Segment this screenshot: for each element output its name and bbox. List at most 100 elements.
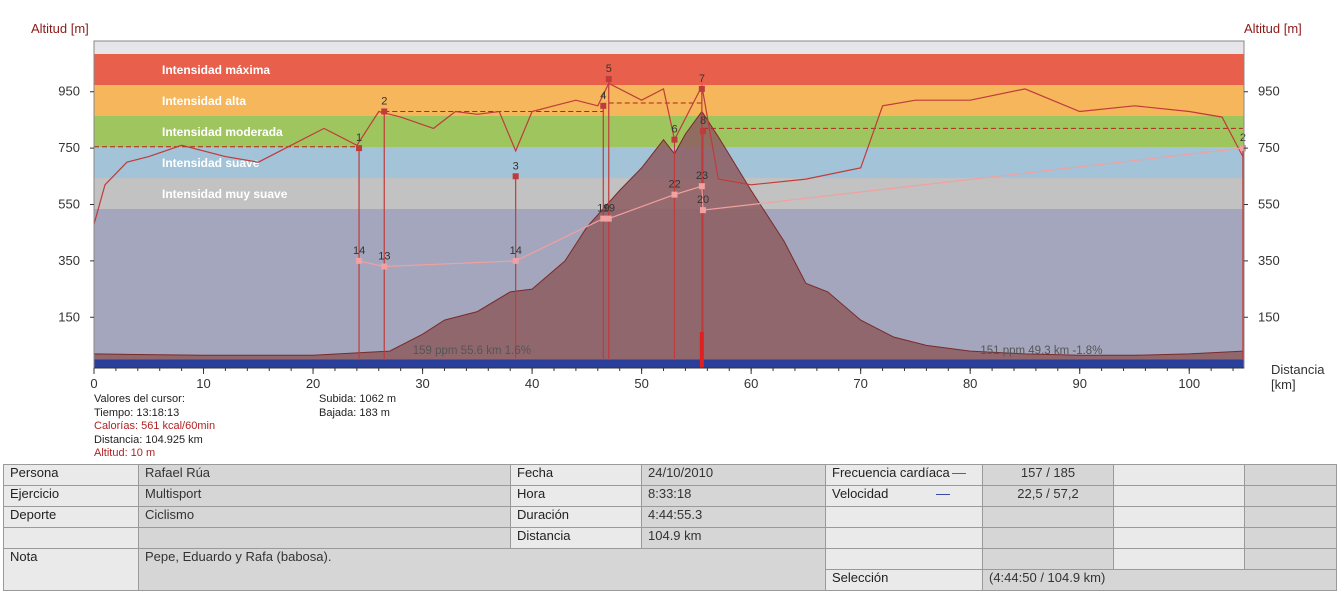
vel-legend-line xyxy=(936,494,951,496)
x-tick-label: 50 xyxy=(634,376,648,391)
cursor-distance: Distancia: 104.925 km xyxy=(94,433,203,446)
vel-label: Velocidad xyxy=(825,485,983,507)
x-tick-label: 80 xyxy=(963,376,977,391)
nota-value: Pepe, Eduardo y Rafa (babosa). xyxy=(138,548,826,591)
x-tick-label: 30 xyxy=(415,376,429,391)
empty-cell xyxy=(825,527,983,549)
climb-up: Subida: 1062 m xyxy=(319,393,397,405)
speed-point xyxy=(699,207,706,214)
zone-label: Intensidad máxima xyxy=(162,63,270,77)
empty-cell xyxy=(1113,548,1245,570)
altitude-area xyxy=(93,110,1244,361)
distancia-label: Distancia xyxy=(510,527,642,549)
table-row: Ejercicio Multisport Hora 8:33:18 Veloci… xyxy=(3,485,1337,507)
vel-value: 22,5 / 57,2 xyxy=(982,485,1114,507)
speed-strip xyxy=(94,360,1244,368)
zone-band xyxy=(94,116,1244,147)
zone-label: Intensidad moderada xyxy=(162,125,283,139)
persona-label: Persona xyxy=(3,464,139,486)
fc-legend-line xyxy=(951,473,966,475)
empty-cell xyxy=(1244,464,1337,486)
ejercicio-label: Ejercicio xyxy=(3,485,139,507)
marker-point xyxy=(698,85,705,92)
marker-label: 2 xyxy=(381,95,387,107)
empty-cell xyxy=(1113,527,1245,549)
marker-label: 1 xyxy=(356,132,362,144)
empty-cell xyxy=(982,527,1114,549)
y-tick-label-right: 350 xyxy=(1258,253,1280,268)
y-tick-label: 950 xyxy=(58,84,80,99)
fc-label-text: Frecuencia cardíaca xyxy=(832,465,950,480)
y-tick-label: 150 xyxy=(58,309,80,324)
segment-annotation: 159 ppm 55.6 km 1.6% xyxy=(413,345,531,357)
cursor-time: Tiempo: 13:18:13 xyxy=(94,406,180,419)
table-row: Distancia 104.9 km xyxy=(3,527,1337,549)
y-tick-label-right: 150 xyxy=(1258,309,1280,324)
speed-point-label: 19 xyxy=(597,203,609,215)
zone-label: Intensidad muy suave xyxy=(162,187,288,201)
zone-band xyxy=(94,54,1244,85)
marker-label: 2 xyxy=(1240,132,1246,144)
deporte-label: Deporte xyxy=(3,506,139,528)
seleccion-value: (4:44:50 / 104.9 km) xyxy=(982,569,1337,591)
speed-point-label: 14 xyxy=(353,245,365,257)
speed-point xyxy=(671,191,678,198)
empty-cell xyxy=(1113,506,1245,528)
hora-value: 8:33:18 xyxy=(641,485,826,507)
speed-point xyxy=(512,257,519,264)
speed-point xyxy=(605,215,612,222)
speed-point xyxy=(381,263,388,270)
x-tick-label: 100 xyxy=(1178,376,1200,391)
segment-annotation: 151 ppm 49.3 km -1.8% xyxy=(980,345,1102,357)
marker-label: 3 xyxy=(513,160,519,172)
marker-point xyxy=(605,76,612,83)
speed-point-label: 14 xyxy=(510,245,522,257)
altitude-chart[interactable]: Intensidad máxima Intensidad alta Intensid… xyxy=(0,0,1339,400)
empty-cell xyxy=(138,527,511,549)
y-tick-label: 750 xyxy=(58,140,80,155)
duracion-value: 4:44:55.3 xyxy=(641,506,826,528)
empty-cell xyxy=(825,548,983,570)
marker-label: 6 xyxy=(671,124,677,136)
y-tick-label-right: 950 xyxy=(1258,84,1280,99)
zone-label: Intensidad suave xyxy=(162,156,260,170)
fc-value: 157 / 185 xyxy=(982,464,1114,486)
nota-label: Nota xyxy=(3,548,139,591)
y-tick-label-right: 750 xyxy=(1258,140,1280,155)
ejercicio-value: Multisport xyxy=(138,485,511,507)
deporte-value: Ciclismo xyxy=(138,506,511,528)
persona-value: Rafael Rúa xyxy=(138,464,511,486)
y-axis-title-right: Altitud [m] xyxy=(1244,21,1302,36)
empty-cell xyxy=(1113,464,1245,486)
marker-point xyxy=(381,108,388,115)
speed-point-label: 22 xyxy=(668,179,680,191)
speed-point-label: 20 xyxy=(697,194,709,206)
empty-cell xyxy=(1113,485,1245,507)
marker-point xyxy=(671,136,678,143)
hora-label: Hora xyxy=(510,485,642,507)
marker-point xyxy=(699,128,706,135)
empty-cell xyxy=(982,548,1114,570)
x-tick-label: 70 xyxy=(853,376,867,391)
y-tick-label: 550 xyxy=(58,197,80,212)
empty-cell xyxy=(1244,485,1337,507)
empty-cell xyxy=(3,527,139,549)
fecha-label: Fecha xyxy=(510,464,642,486)
x-axis-title: Distancia [km] xyxy=(1271,362,1325,392)
cursor-altitude: Altitud: 10 m xyxy=(94,447,156,459)
marker-label: 4 xyxy=(600,90,606,102)
x-tick-label: 90 xyxy=(1072,376,1086,391)
speed-point xyxy=(698,183,705,190)
session-details-table: Persona Rafael Rúa Fecha 24/10/2010 Frec… xyxy=(3,464,1337,591)
x-tick-label: 10 xyxy=(196,376,210,391)
zone-band xyxy=(94,85,1244,116)
empty-cell xyxy=(1244,548,1337,570)
speed-point-label: 13 xyxy=(378,251,390,263)
zone-label: Intensidad alta xyxy=(162,94,246,108)
marker-point xyxy=(356,145,363,152)
marker-point xyxy=(512,173,519,180)
climb-down: Bajada: 183 m xyxy=(319,406,390,419)
x-tick-label: 60 xyxy=(744,376,758,391)
table-row: Deporte Ciclismo Duración 4:44:55.3 xyxy=(3,506,1337,528)
empty-cell xyxy=(825,506,983,528)
